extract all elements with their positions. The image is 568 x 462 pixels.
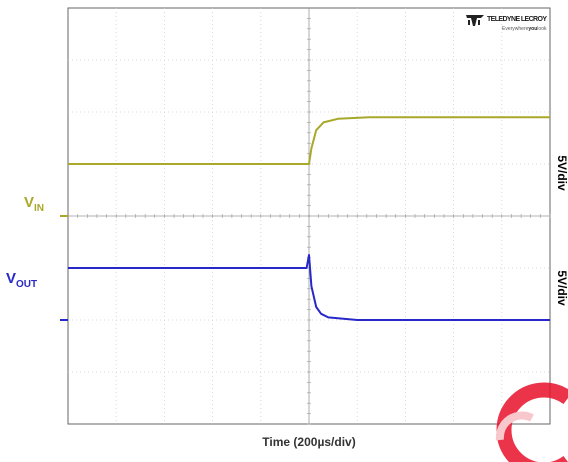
brand-logo: TELEDYNE LECROY Everywhereyoulook [466,15,547,32]
vout-label-sub: OUT [16,279,37,290]
trace-vout [68,254,550,321]
vout-label-main: V [6,270,16,287]
vout-label: VOUT [6,270,37,290]
plot-grid [67,7,551,425]
brand-name: TELEDYNE LECROY [487,16,547,23]
svg-text:VIN: VIN [24,194,44,214]
trace-vin [68,116,550,165]
vin-scale-label: 5V/div [555,155,568,191]
vin-label: VIN [24,194,44,214]
vout-scale-label: 5V/div [555,270,568,306]
watermark-logo [495,382,568,462]
teledyne-logo-icon [466,15,484,26]
svg-text:VOUT: VOUT [6,270,37,290]
vin-label-sub: IN [34,203,44,214]
vin-label-main: V [24,194,34,211]
x-axis-label: Time (200µs/div) [262,435,355,449]
traces [60,116,550,321]
brand-tagline: Everywhereyoulook [502,26,547,32]
